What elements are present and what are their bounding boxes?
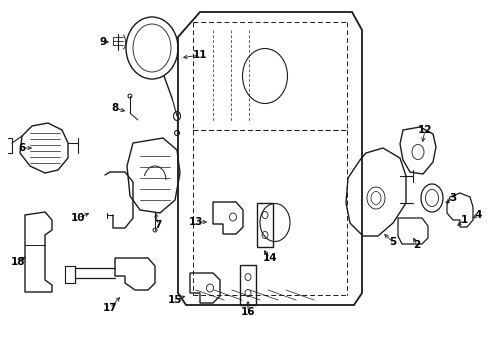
Text: 15: 15 xyxy=(167,295,182,305)
Text: 13: 13 xyxy=(188,217,203,227)
Text: 7: 7 xyxy=(154,220,162,230)
Text: 3: 3 xyxy=(448,193,456,203)
Text: 4: 4 xyxy=(473,210,481,220)
Text: 2: 2 xyxy=(412,240,420,250)
Text: 5: 5 xyxy=(388,237,396,247)
Text: 17: 17 xyxy=(102,303,117,313)
Text: 6: 6 xyxy=(19,143,25,153)
Text: 8: 8 xyxy=(111,103,119,113)
Text: 16: 16 xyxy=(240,307,255,317)
Text: 11: 11 xyxy=(192,50,207,60)
Text: 14: 14 xyxy=(262,253,277,263)
Text: 12: 12 xyxy=(417,125,431,135)
Text: 10: 10 xyxy=(71,213,85,223)
Text: 18: 18 xyxy=(11,257,25,267)
Text: 9: 9 xyxy=(99,37,106,47)
Text: 1: 1 xyxy=(459,215,467,225)
